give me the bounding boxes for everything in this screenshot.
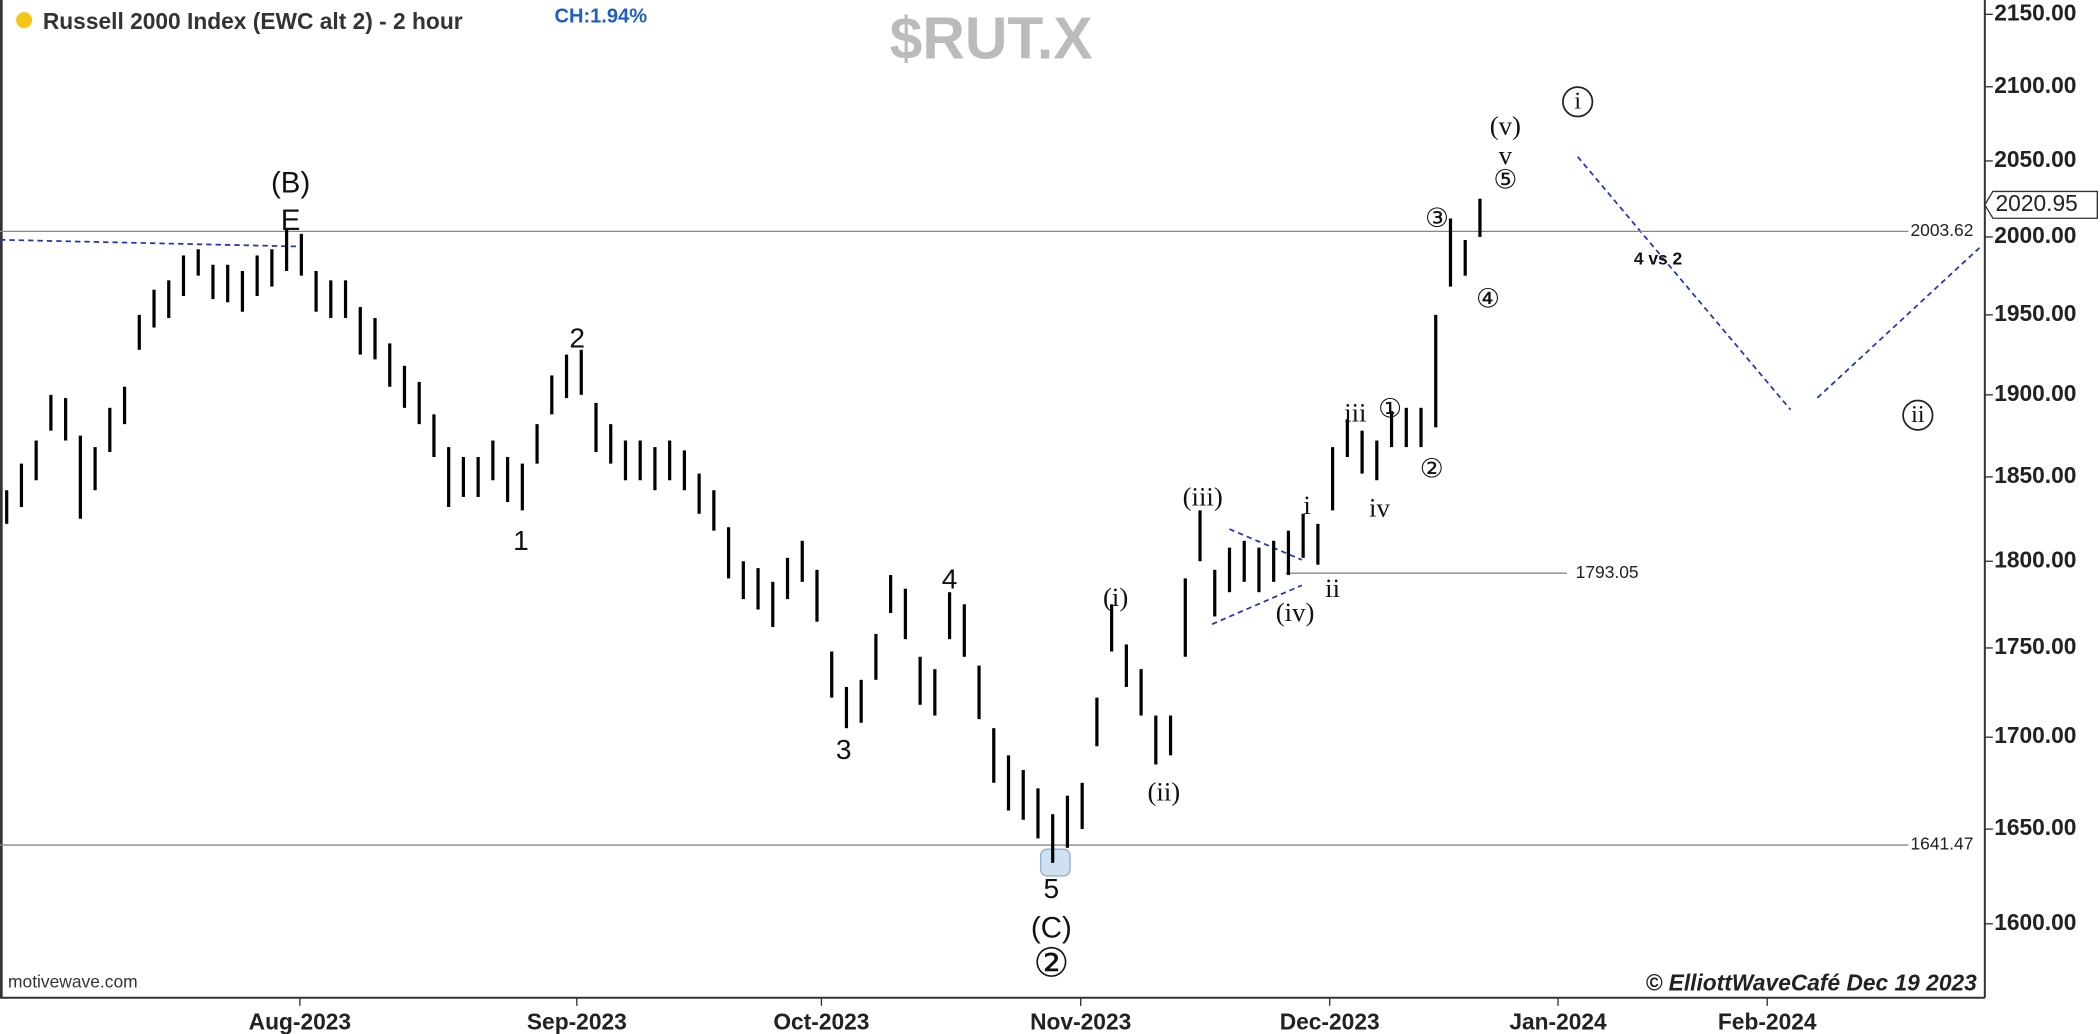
y-tick-label: 1600.00 — [1994, 909, 2076, 935]
wave-label: ② — [1033, 941, 1069, 987]
y-tick-label: 2100.00 — [1994, 72, 2076, 98]
wave-label: (i) — [1103, 582, 1128, 612]
y-tick-label: 1650.00 — [1994, 814, 2076, 840]
wave-label: ii — [1911, 402, 1925, 428]
wave-label: 4 — [942, 564, 958, 595]
y-tick-label: 1950.00 — [1994, 300, 2076, 326]
x-tick-label: Oct-2023 — [773, 1008, 869, 1034]
x-tick-label: Dec-2023 — [1280, 1008, 1380, 1034]
chart-title: Russell 2000 Index (EWC alt 2) - 2 hour — [43, 8, 463, 34]
low-marker — [1039, 848, 1071, 877]
wave-label: ④ — [1476, 284, 1500, 315]
wave-label: iv — [1369, 492, 1390, 522]
wave-label: 1 — [513, 525, 529, 556]
x-tick-label: Sep-2023 — [527, 1008, 627, 1034]
y-tick-label: 1700.00 — [1994, 722, 2076, 748]
trendline — [0, 238, 298, 248]
wave-label: 5 — [1044, 873, 1060, 904]
wave-label: iii — [1344, 397, 1366, 427]
wave-label: (B) — [271, 167, 310, 200]
level-label: 2003.62 — [1911, 220, 1974, 240]
symbol-watermark: $RUT.X — [890, 6, 1093, 71]
wave-label: 3 — [836, 734, 852, 765]
trendlines — [0, 156, 1981, 625]
wave-label: ii — [1325, 573, 1340, 603]
trendline — [1229, 528, 1303, 561]
wave-label: (C) — [1031, 911, 1072, 944]
wave-label: (iii) — [1183, 482, 1223, 512]
wave-label: E — [281, 204, 301, 237]
wave-label: i — [1303, 490, 1310, 520]
wave-label: (ii) — [1147, 776, 1180, 806]
x-tick-label: Jan-2024 — [1509, 1008, 1607, 1034]
last-price-box — [1984, 190, 2098, 219]
y-tick-label: 2000.00 — [1994, 222, 2076, 248]
source-label: motivewave.com — [8, 972, 138, 992]
wave-label: 4 vs 2 — [1634, 248, 1682, 268]
wave-label: 2 — [569, 323, 585, 354]
x-tick-label: Nov-2023 — [1030, 1008, 1131, 1034]
y-tick-label: 1850.00 — [1994, 462, 2076, 488]
wave-label: i — [1574, 89, 1581, 115]
wave-label: v — [1499, 140, 1513, 170]
wave-label: (v) — [1490, 111, 1521, 141]
x-tick-label: Aug-2023 — [249, 1008, 351, 1034]
annotation-circle — [1562, 86, 1594, 118]
wave-label: (iv) — [1276, 597, 1315, 627]
trendline — [1211, 584, 1303, 625]
y-tick-label: 2050.00 — [1994, 146, 2076, 172]
y-tick-label: 1800.00 — [1994, 546, 2076, 572]
level-label: 1793.05 — [1576, 562, 1639, 582]
wave-label: ① — [1378, 393, 1402, 424]
wave-label: ② — [1420, 454, 1444, 485]
trendline — [1577, 156, 1792, 411]
wave-label: ⑤ — [1493, 164, 1517, 195]
change-label: CH:1.94% — [554, 6, 647, 28]
wave-label: ③ — [1425, 203, 1449, 234]
y-tick-label: 1750.00 — [1994, 633, 2076, 659]
status-dot — [16, 12, 33, 29]
annotation-circle — [1902, 399, 1934, 431]
copyright: © ElliottWaveCafé Dec 19 2023 — [1646, 969, 1978, 995]
y-tick-label: 2150.00 — [1994, 0, 2076, 25]
level-label: 1641.47 — [1911, 834, 1974, 854]
y-tick-label: 1900.00 — [1994, 380, 2076, 406]
x-tick-label: Feb-2024 — [1718, 1008, 1817, 1034]
last-price-label: 2020.95 — [1996, 190, 2078, 216]
